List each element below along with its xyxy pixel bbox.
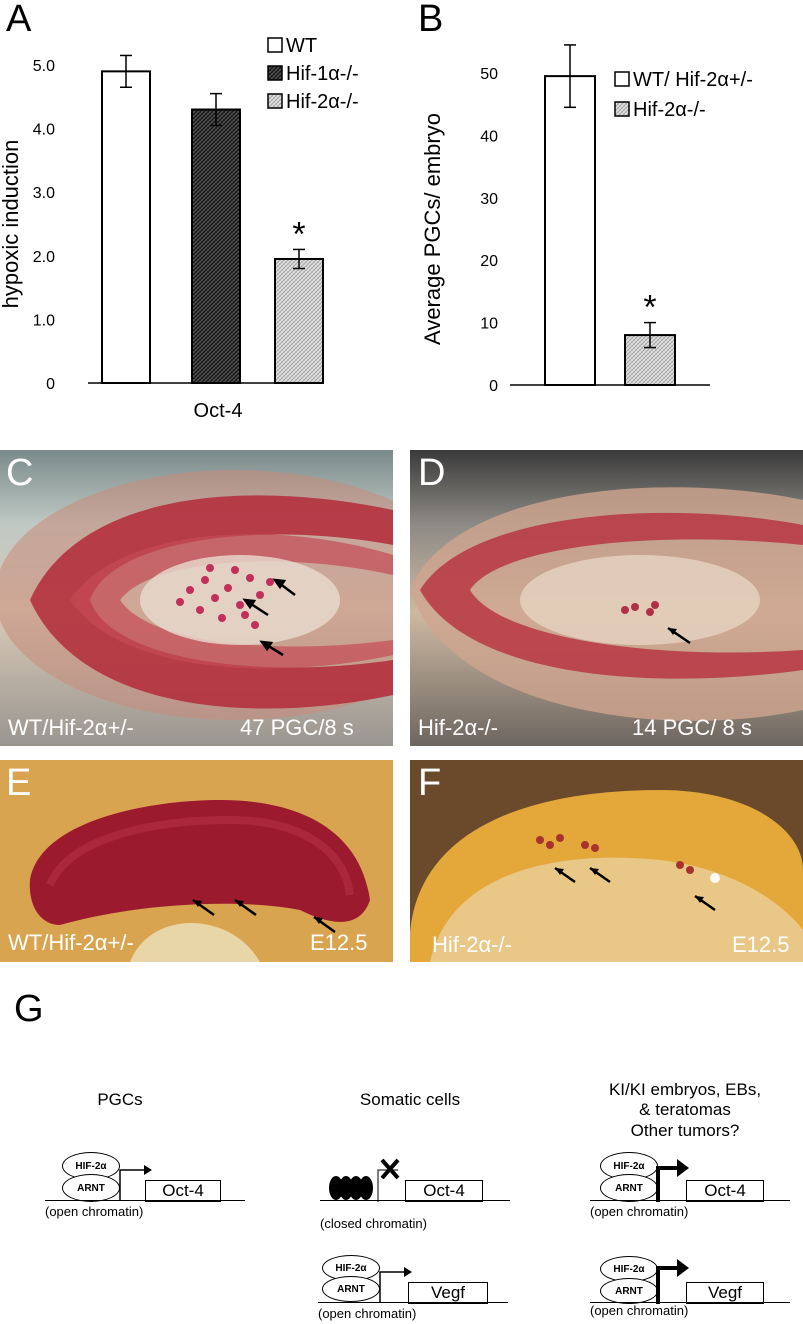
legend-label: Hif-2α-/- — [633, 99, 706, 121]
closed-chromatin-label: (closed chromatin) — [320, 1216, 427, 1231]
oct4-gene-box-somatic: Oct-4 — [405, 1180, 483, 1202]
bar — [544, 75, 596, 387]
diagram-col3-title: KI/KI embryos, EBs, & teratomas Other tu… — [608, 1080, 762, 1140]
panel-letter-b: B — [418, 0, 444, 40]
chart-b: 0 10 20 30 40 50 Average PGCs/ embryo * WT/ Hif-… — [420, 44, 753, 395]
bar — [191, 108, 241, 385]
vegf-gene-box-ki: Vegf — [686, 1282, 764, 1304]
vegf-gene-box: Vegf — [408, 1282, 488, 1304]
dna-line — [590, 1200, 790, 1202]
legend-label: Hif-1α-/- — [286, 63, 359, 85]
legend-swatch — [267, 93, 283, 109]
y-tick-label: 10 — [480, 316, 498, 333]
dna-line — [590, 1302, 790, 1304]
dna-line — [318, 1302, 508, 1304]
legend-swatch — [267, 37, 283, 53]
panel-letter-a: A — [6, 0, 32, 40]
photo-d: D Hif-2α-/- 14 PGC/ 8 s — [410, 450, 803, 746]
oct4-gene-box-ki: Oct-4 — [686, 1180, 764, 1202]
open-chromatin-label: (open chromatin) — [590, 1303, 689, 1318]
y-tick-label: 20 — [480, 253, 498, 270]
photo-d-count: 14 PGC/ 8 s — [632, 715, 752, 740]
legend-swatch — [614, 71, 630, 87]
y-tick-label: 5.0 — [33, 58, 55, 75]
photo-e-genotype: WT/Hif-2α+/- — [8, 930, 134, 955]
legend-label: WT/ Hif-2α+/- — [633, 69, 753, 91]
arnt-oval: ARNT — [600, 1174, 658, 1202]
y-tick-label: 4.0 — [33, 122, 55, 139]
photo-d-genotype: Hif-2α-/- — [418, 715, 498, 740]
blocked-tss-icon — [377, 1158, 400, 1202]
legend-label: Hif-2α-/- — [286, 91, 359, 113]
y-tick-label: 3.0 — [33, 185, 55, 202]
significance-asterisk: * — [643, 289, 656, 327]
photo-f-stage: E12.5 — [732, 932, 790, 957]
photo-c: C WT/Hif-2α+/- 47 PGC/8 s — [0, 450, 393, 746]
open-chromatin-label: (open chromatin) — [45, 1204, 144, 1219]
tss-arrow-icon — [119, 1165, 152, 1200]
panel-letter-c: C — [6, 452, 34, 494]
y-tick-label: 0 — [489, 378, 498, 395]
significance-asterisk: * — [292, 215, 305, 253]
panel-letter-f: F — [418, 762, 442, 804]
y-tick-label: 30 — [480, 191, 498, 208]
photo-e-stage: E12.5 — [310, 930, 368, 955]
panel-letter-e: E — [6, 762, 32, 804]
arnt-oval: ARNT — [322, 1276, 380, 1302]
photo-f-genotype: Hif-2α-/- — [432, 932, 512, 957]
open-chromatin-label: (open chromatin) — [590, 1204, 689, 1219]
photo-c-count: 47 PGC/8 s — [240, 715, 354, 740]
oct4-gene-box: Oct-4 — [145, 1180, 221, 1202]
y-tick-label: 0 — [46, 376, 55, 393]
dna-line — [45, 1200, 245, 1202]
legend-swatch — [614, 101, 630, 117]
bar — [101, 70, 151, 385]
y-tick-label: 40 — [480, 128, 498, 145]
tss-arrow-icon — [379, 1267, 412, 1302]
y-axis-label: hypoxic induction — [0, 140, 23, 309]
panel-letter-g: G — [14, 988, 44, 1030]
photo-f: F Hif-2α-/- E12.5 — [410, 760, 803, 962]
arnt-oval: ARNT — [600, 1278, 658, 1304]
diagram-col1-title: PGCs — [97, 1090, 143, 1109]
photo-e: E WT/Hif-2α+/- E12.5 — [0, 760, 393, 962]
dna-line — [320, 1200, 510, 1202]
panel-letter-d: D — [418, 452, 446, 494]
legend-label: WT — [286, 35, 317, 57]
y-axis-label: Average PGCs/ embryo — [420, 113, 445, 345]
x-axis-label: Oct-4 — [194, 400, 243, 422]
diagram-col2-title: Somatic cells — [359, 1090, 461, 1109]
chart-a: 0 1.0 2.0 3.0 4.0 5.0 hypoxic induction * Oct-4 W… — [0, 35, 359, 422]
nucleosome-icon — [329, 1176, 373, 1200]
open-chromatin-label: (open chromatin) — [318, 1306, 417, 1321]
y-tick-label: 2.0 — [33, 249, 55, 266]
y-tick-label: 50 — [480, 66, 498, 83]
strong-tss-arrow-icon — [656, 1259, 689, 1304]
legend-swatch — [267, 65, 283, 81]
y-tick-label: 1.0 — [33, 312, 55, 329]
strong-tss-arrow-icon — [656, 1159, 689, 1202]
chart-b-plot: 0 10 20 30 40 50 Average PGCs/ embryo * WT/ Hif-… — [420, 44, 753, 395]
bar — [274, 257, 324, 385]
chart-a-plot: 0 1.0 2.0 3.0 4.0 5.0 hypoxic induction * Oct-4 W… — [0, 35, 359, 422]
photo-c-genotype: WT/Hif-2α+/- — [8, 715, 134, 740]
arnt-oval: ARNT — [62, 1174, 120, 1202]
